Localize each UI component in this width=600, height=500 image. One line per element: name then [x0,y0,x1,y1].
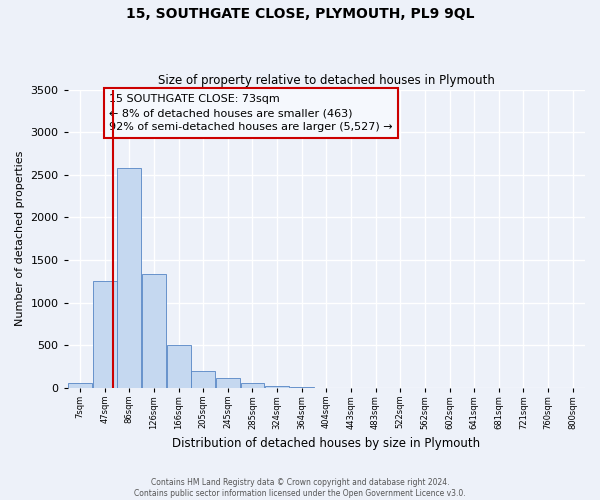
X-axis label: Distribution of detached houses by size in Plymouth: Distribution of detached houses by size … [172,437,481,450]
Bar [265,386,289,388]
Bar [191,371,215,388]
Bar [241,383,265,388]
Bar [216,378,240,388]
Bar [93,282,116,388]
Text: 15 SOUTHGATE CLOSE: 73sqm
← 8% of detached houses are smaller (463)
92% of semi-: 15 SOUTHGATE CLOSE: 73sqm ← 8% of detach… [109,94,393,132]
Bar [118,168,141,388]
Bar [142,274,166,388]
Y-axis label: Number of detached properties: Number of detached properties [15,151,25,326]
Title: Size of property relative to detached houses in Plymouth: Size of property relative to detached ho… [158,74,495,87]
Bar [68,383,92,388]
Text: 15, SOUTHGATE CLOSE, PLYMOUTH, PL9 9QL: 15, SOUTHGATE CLOSE, PLYMOUTH, PL9 9QL [126,8,474,22]
Text: Contains HM Land Registry data © Crown copyright and database right 2024.
Contai: Contains HM Land Registry data © Crown c… [134,478,466,498]
Bar [167,345,191,388]
